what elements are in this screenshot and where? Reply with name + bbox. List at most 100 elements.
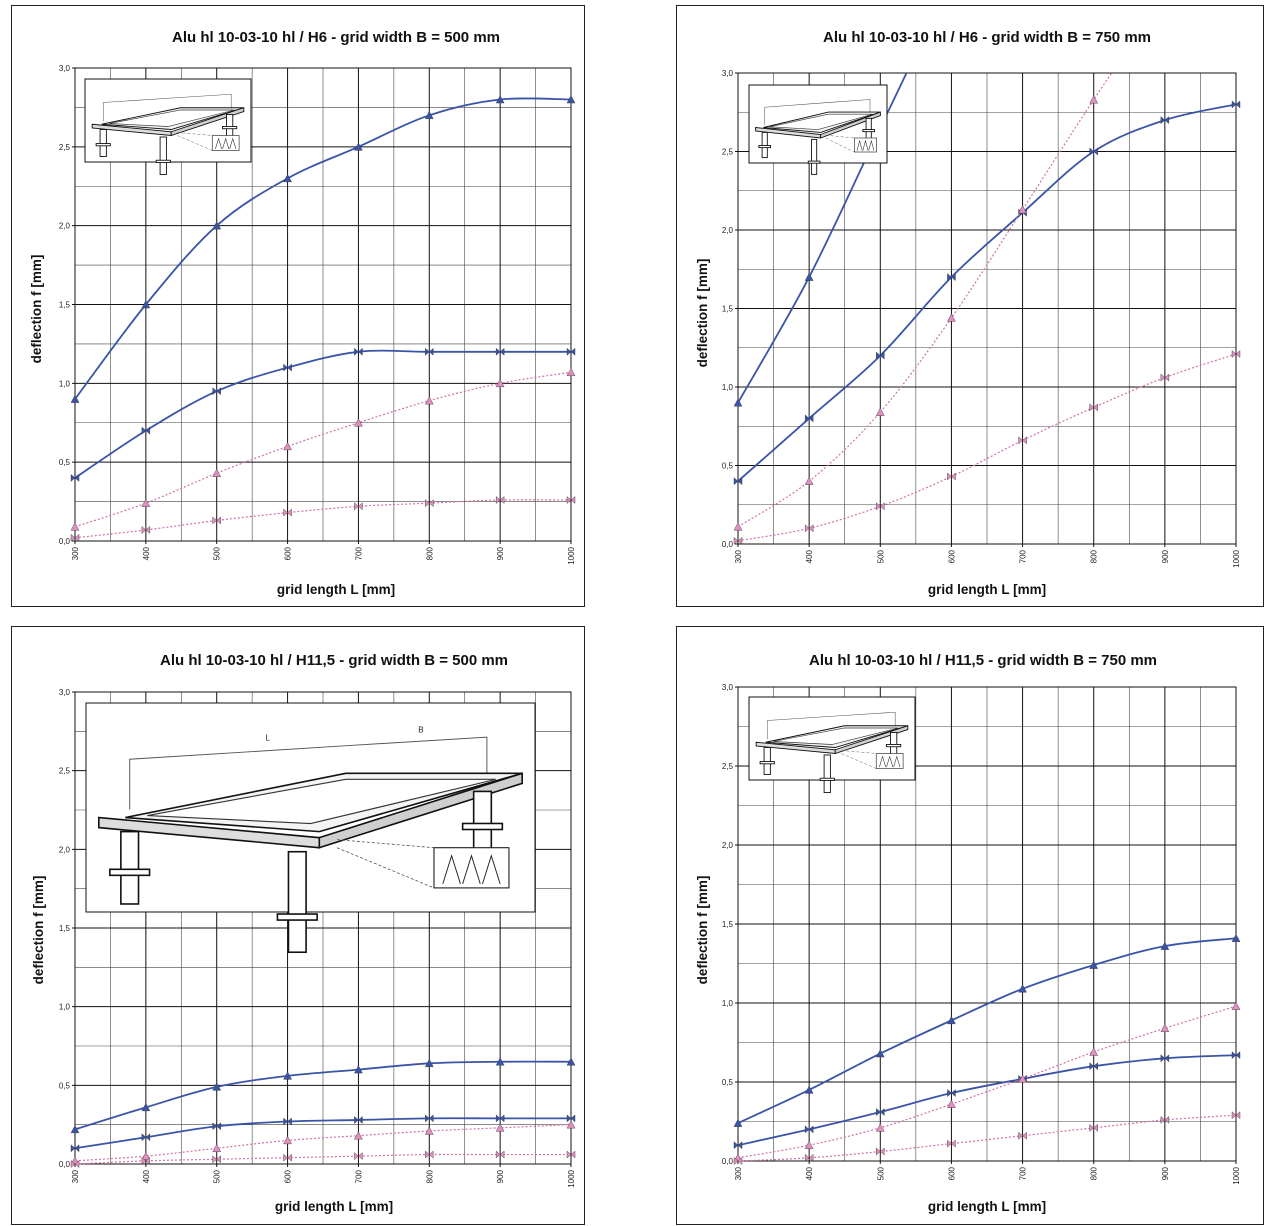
- x-tick-label: 900: [1161, 1166, 1170, 1180]
- grating-plate: [109, 109, 235, 127]
- data-point-bowtie: [1231, 1051, 1241, 1060]
- data-point-bowtie: [212, 387, 221, 396]
- x-tick-label: 600: [947, 1166, 956, 1180]
- chart-panel-h115-b750: Alu hl 10-03-10 hl / H11,5 - grid width …: [676, 626, 1264, 1225]
- y-tick-label: 3,0: [722, 683, 734, 692]
- y-tick-label: 3,0: [59, 64, 71, 73]
- data-point-triangle: [283, 1071, 292, 1080]
- detail-hatch: [868, 139, 875, 151]
- data-point-triangle: [354, 142, 363, 151]
- data-point-bowtie: [947, 1089, 956, 1098]
- y-axis-label: deflection f [mm]: [31, 876, 46, 985]
- data-point-triangle: [424, 396, 434, 405]
- y-tick-label: 2,5: [59, 767, 71, 776]
- data-point-triangle: [733, 522, 743, 531]
- series-line: [74, 371, 572, 528]
- inset-illustration: LB: [85, 702, 536, 954]
- data-point-triangle: [1231, 933, 1241, 942]
- data-point-triangle: [424, 1126, 434, 1135]
- support-leg: [120, 830, 140, 905]
- dimension-line: [766, 711, 896, 740]
- x-tick-label: 900: [496, 546, 505, 560]
- chart-svg: Alu hl 10-03-10 hl / H6 - grid width B =…: [695, 29, 1241, 597]
- data-point-bowtie: [212, 1155, 221, 1164]
- data-point-triangle: [283, 441, 292, 451]
- data-point-bowtie: [283, 363, 292, 372]
- data-point-bowtie: [354, 502, 363, 511]
- data-point-bowtie: [283, 1153, 292, 1162]
- series-group: [70, 1057, 576, 1168]
- data-point-triangle: [141, 1102, 151, 1112]
- chart-title: Alu hl 10-03-10 hl / H11,5 - grid width …: [160, 652, 508, 669]
- x-tick-label: 700: [1019, 549, 1028, 563]
- data-point-bowtie: [566, 347, 576, 356]
- grating-plate: [773, 727, 899, 745]
- beam-front: [834, 725, 909, 755]
- data-point-triangle: [354, 418, 363, 427]
- zoom-line: [336, 839, 435, 849]
- data-point-bowtie: [212, 1122, 221, 1131]
- data-point-bowtie: [70, 533, 80, 542]
- data-point-triangle: [733, 398, 743, 407]
- chart-title: Alu hl 10-03-10 hl / H11,5 - grid width …: [809, 652, 1157, 669]
- series-group: [733, 933, 1241, 1165]
- x-tick-label: 700: [1019, 1166, 1028, 1180]
- x-tick-label: 800: [1090, 549, 1099, 563]
- data-point-bowtie: [876, 502, 885, 511]
- dimension-line: [102, 93, 232, 122]
- x-axis-label: grid length L [mm]: [928, 1199, 1046, 1214]
- series-group: [733, 73, 1241, 545]
- y-tick-label: 2,0: [722, 226, 734, 235]
- data-point-bowtie: [1089, 1062, 1098, 1071]
- y-tick-label: 1,5: [722, 920, 734, 929]
- chart-panel-h6-b500: Alu hl 10-03-10 hl / H6 - grid width B =…: [11, 5, 585, 607]
- data-point-triangle: [1018, 984, 1027, 993]
- data-point-triangle: [804, 1140, 814, 1149]
- series-line: [74, 1117, 571, 1150]
- plot-border: [74, 691, 572, 1165]
- x-tick-label: 900: [1161, 549, 1170, 563]
- data-point-triangle: [1160, 941, 1170, 950]
- detail-hatch: [886, 755, 894, 768]
- support-leg: [823, 754, 831, 793]
- data-point-bowtie: [141, 526, 151, 534]
- data-point-bowtie: [1018, 436, 1027, 445]
- y-tick-label: 0,0: [722, 1157, 734, 1166]
- x-tick-label: 300: [71, 546, 80, 560]
- data-point-bowtie: [804, 1153, 814, 1162]
- chart-svg: Alu hl 10-03-10 hl / H6 - grid width B =…: [29, 29, 576, 597]
- data-point-triangle: [212, 221, 222, 230]
- data-point-triangle: [495, 1123, 505, 1132]
- y-tick-label: 1,0: [59, 379, 71, 388]
- data-point-bowtie: [354, 1116, 363, 1124]
- data-point-bowtie: [425, 347, 434, 356]
- x-tick-label: 500: [213, 546, 222, 560]
- data-point-triangle: [875, 407, 885, 416]
- chart-svg: Alu hl 10-03-10 hl / H11,5 - grid width …: [695, 652, 1241, 1214]
- grating-plate: [769, 113, 873, 130]
- zoom-line: [825, 137, 855, 153]
- x-tick-label: 500: [213, 1169, 222, 1183]
- series-line: [737, 103, 1237, 482]
- data-point-bowtie: [804, 1125, 814, 1134]
- detail-hatch: [856, 139, 863, 151]
- detail-hatch: [862, 139, 869, 151]
- series-line: [74, 1153, 571, 1165]
- detail-hatch: [215, 137, 222, 150]
- dimension-line: [764, 99, 871, 125]
- support-leg: [763, 747, 771, 775]
- data-point-bowtie: [1160, 116, 1170, 125]
- x-tick-label: 500: [876, 549, 885, 563]
- data-point-bowtie: [495, 1114, 505, 1123]
- data-point-bowtie: [733, 536, 743, 545]
- series-line: [74, 1124, 572, 1162]
- x-tick-label: 1000: [1232, 549, 1241, 567]
- data-point-bowtie: [804, 524, 814, 533]
- x-tick-label: 1000: [567, 546, 576, 564]
- data-point-triangle: [141, 1151, 151, 1160]
- x-tick-label: 600: [284, 1169, 293, 1183]
- support-foot: [862, 129, 876, 133]
- data-point-bowtie: [495, 1150, 505, 1159]
- y-tick-label: 0,5: [59, 458, 71, 467]
- plot-area: 0,0 0,5 1,0 1,5 2,0 2,5 3,0 300 400 500 600 700 800 9…: [722, 683, 1241, 1185]
